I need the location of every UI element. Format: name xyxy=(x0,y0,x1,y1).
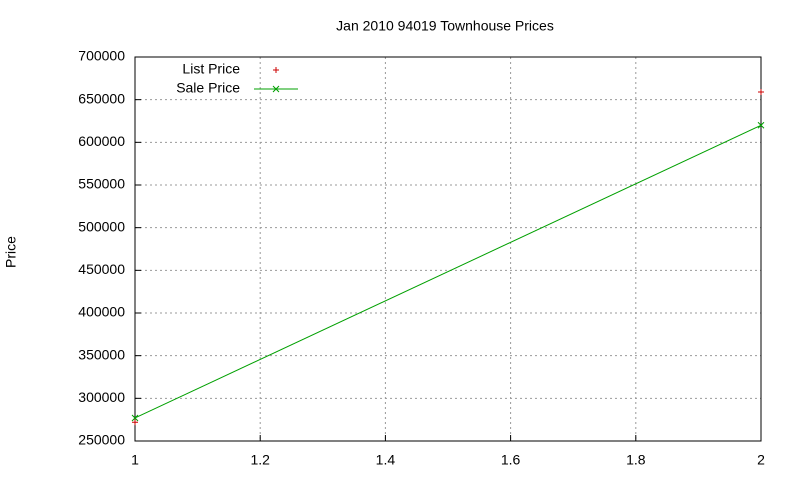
series-line xyxy=(134,124,762,419)
y-tick-label: 600000 xyxy=(78,133,125,149)
y-tick-label: 250000 xyxy=(78,432,125,448)
x-tick-label: 1.8 xyxy=(626,452,646,468)
y-tick-label: 450000 xyxy=(78,261,125,277)
x-tick-label: 1.4 xyxy=(376,452,396,468)
y-axis-label: Price xyxy=(3,236,19,268)
chart-title: Jan 2010 94019 Townhouse Prices xyxy=(336,18,554,34)
data-point xyxy=(132,419,138,426)
y-tick-label: 700000 xyxy=(78,48,125,64)
legend-label: Sale Price xyxy=(176,80,240,96)
y-tick-label: 550000 xyxy=(78,176,125,192)
y-tick-label: 650000 xyxy=(78,90,125,106)
legend-marker xyxy=(273,67,279,73)
y-tick-label: 350000 xyxy=(78,346,125,362)
x-tick-label: 1.6 xyxy=(501,452,521,468)
x-tick-label: 1 xyxy=(131,452,139,468)
plot-frame xyxy=(134,56,762,442)
legend-marker xyxy=(272,85,280,93)
data-point xyxy=(131,414,139,422)
y-tick-label: 300000 xyxy=(78,389,125,405)
y-tick-label: 500000 xyxy=(78,218,125,234)
data-point xyxy=(758,88,764,95)
x-tick-label: 2 xyxy=(757,452,765,468)
y-tick-label: 400000 xyxy=(78,304,125,320)
x-tick-label: 1.2 xyxy=(250,452,270,468)
data-point xyxy=(757,121,765,129)
legend-label: List Price xyxy=(182,61,240,77)
